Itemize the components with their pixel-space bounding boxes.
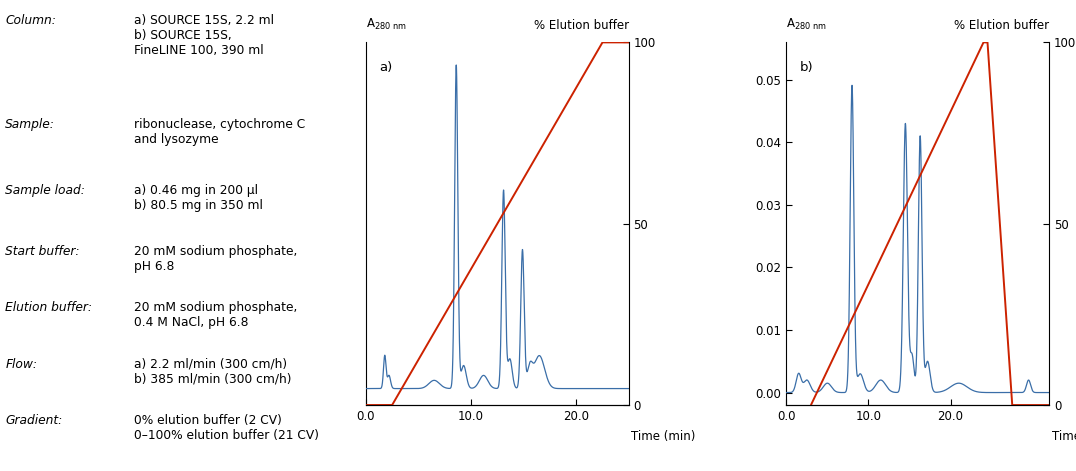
Text: a) 2.2 ml/min (300 cm/h)
b) 385 ml/min (300 cm/h): a) 2.2 ml/min (300 cm/h) b) 385 ml/min (… (134, 358, 292, 386)
Text: Flow:: Flow: (5, 358, 38, 371)
Text: Time (min): Time (min) (1051, 430, 1076, 444)
Text: Column:: Column: (5, 14, 56, 27)
Text: a): a) (379, 61, 393, 73)
Text: 20 mM sodium phosphate,
pH 6.8: 20 mM sodium phosphate, pH 6.8 (134, 245, 298, 273)
Text: Elution buffer:: Elution buffer: (5, 301, 93, 315)
Text: % Elution buffer: % Elution buffer (534, 18, 628, 32)
Text: A$_{280\ \mathregular{nm}}$: A$_{280\ \mathregular{nm}}$ (366, 16, 407, 32)
Text: a) SOURCE 15S, 2.2 ml
b) SOURCE 15S,
FineLINE 100, 390 ml: a) SOURCE 15S, 2.2 ml b) SOURCE 15S, Fin… (134, 14, 274, 57)
Text: 0% elution buffer (2 CV)
0–100% elution buffer (21 CV): 0% elution buffer (2 CV) 0–100% elution … (134, 414, 320, 442)
Text: b): b) (799, 61, 813, 73)
Text: Sample load:: Sample load: (5, 184, 85, 197)
Text: Start buffer:: Start buffer: (5, 245, 80, 258)
Text: ribonuclease, cytochrome C
and lysozyme: ribonuclease, cytochrome C and lysozyme (134, 118, 306, 146)
Text: Gradient:: Gradient: (5, 414, 62, 428)
Text: a) 0.46 mg in 200 µl
b) 80.5 mg in 350 ml: a) 0.46 mg in 200 µl b) 80.5 mg in 350 m… (134, 184, 264, 211)
Text: % Elution buffer: % Elution buffer (954, 18, 1049, 32)
Text: A$_{280\ \mathregular{nm}}$: A$_{280\ \mathregular{nm}}$ (787, 16, 827, 32)
Text: 20 mM sodium phosphate,
0.4 M NaCl, pH 6.8: 20 mM sodium phosphate, 0.4 M NaCl, pH 6… (134, 301, 298, 329)
Text: Time (min): Time (min) (632, 430, 696, 444)
Text: Sample:: Sample: (5, 118, 55, 131)
